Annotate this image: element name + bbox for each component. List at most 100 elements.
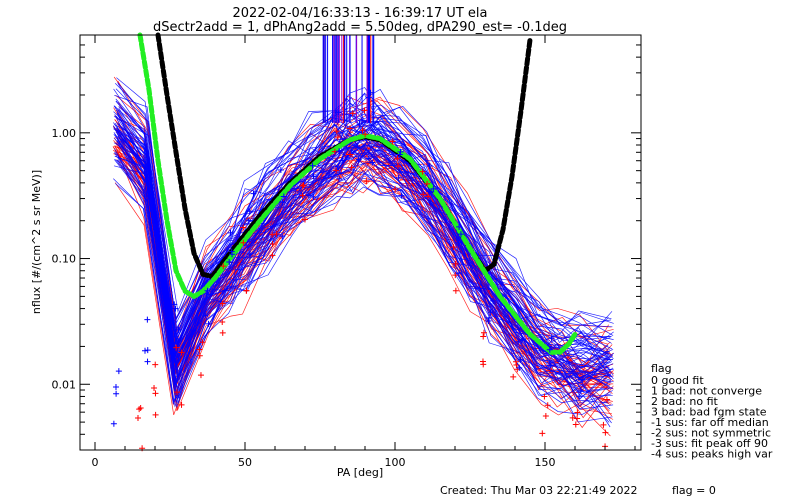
data-point [175,337,182,344]
data-point [152,411,159,418]
data-point [349,110,356,117]
created-timestamp: Created: Thu Mar 03 22:21:49 2022 [440,484,638,497]
data-point [250,190,257,197]
data-point [396,151,403,158]
data-point [279,198,286,205]
x-tick-label: 150 [535,456,556,469]
data-point [354,142,361,149]
data-point [151,385,158,392]
data-point [480,329,487,336]
data-point [246,250,253,257]
data-point [333,128,340,135]
data-point [310,194,317,201]
data-point [339,157,346,164]
trace-line [115,148,614,429]
data-point [333,167,340,174]
data-point [202,312,209,319]
trace-line [112,125,615,384]
data-point [426,162,433,169]
data-point [603,396,610,403]
trace-line [116,77,613,328]
y-tick-label: 1.00 [52,127,77,140]
x-axis: 0 50 100 150 [92,35,636,469]
data-point [137,405,144,412]
data-point [602,429,609,436]
data-point [367,89,374,96]
legend-item: -3 sus: fit peak off 90 [651,437,768,450]
data-point [112,383,119,390]
data-points [110,89,610,452]
data-point [172,305,179,312]
data-point [450,244,457,251]
data-point [515,338,522,345]
data-point [246,208,253,215]
x-tick-label: 0 [92,456,99,469]
data-point [542,413,549,420]
data-point [336,175,343,182]
trace-line [114,148,611,428]
data-point [142,347,149,354]
data-point [365,155,372,162]
chart-subtitle: dSectr2add = 1, dPhAng2add = 5.50deg, dP… [153,20,567,35]
data-point [577,387,584,394]
data-point [240,224,247,231]
data-point [519,337,526,344]
trace-line [117,83,612,338]
data-point [479,358,486,365]
data-point [420,191,427,198]
data-point [110,420,117,427]
x-axis-label: PA [deg] [337,466,383,479]
data-point [173,344,180,351]
data-point [197,372,204,379]
data-point [424,193,431,200]
data-point [455,239,462,246]
data-point [144,316,151,323]
plot-frame [79,34,642,451]
data-point [347,151,354,158]
data-point [428,188,435,195]
trace-line [114,134,609,382]
trace-line [115,127,611,392]
data-point [269,241,276,248]
data-point [389,138,396,145]
data-point [178,401,185,408]
data-point [152,390,159,397]
data-point [205,320,212,327]
x-tick-label: 100 [385,456,406,469]
legend-item: 0 good fit [651,374,704,387]
data-point [572,421,579,428]
data-point [398,192,405,199]
data-point [395,174,402,181]
green-fit-curve [137,32,578,355]
data-point [277,167,284,174]
data-point [226,259,233,266]
data-point [220,263,227,270]
data-point [486,314,493,321]
data-point [546,346,553,353]
data-point [336,148,343,155]
legend-title: flag [651,362,672,375]
data-point [136,406,143,413]
trace-line [115,143,613,411]
trace-line [117,82,614,326]
data-point [305,192,312,199]
data-point [600,421,607,428]
data-point [363,177,370,184]
data-point [452,287,459,294]
data-point [487,309,494,316]
data-point [134,415,141,422]
data-point [219,300,226,307]
data-point [228,248,235,255]
data-point [219,329,226,336]
trace-line [116,142,613,399]
data-point [430,185,437,192]
data-point [516,364,523,371]
data-point [310,173,317,180]
data-point [358,117,365,124]
data-point [365,94,372,101]
data-point [203,291,210,298]
trace-line [116,112,614,373]
data-point [419,168,426,175]
trace-line [113,76,612,332]
legend-item: 1 bad: not converge [651,385,762,398]
